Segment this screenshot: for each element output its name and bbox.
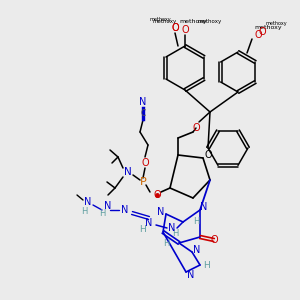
Text: O: O bbox=[171, 23, 179, 33]
Text: H: H bbox=[81, 208, 87, 217]
Text: N: N bbox=[200, 202, 208, 212]
Text: N: N bbox=[121, 205, 129, 215]
Text: O: O bbox=[204, 150, 212, 160]
Text: N: N bbox=[157, 207, 165, 217]
Text: O: O bbox=[171, 23, 179, 33]
Text: H: H bbox=[172, 230, 178, 238]
Text: O: O bbox=[153, 190, 161, 200]
Text: H: H bbox=[99, 208, 105, 217]
Text: methoxy: methoxy bbox=[179, 20, 207, 25]
Text: methoxy: methoxy bbox=[265, 22, 287, 26]
Text: N: N bbox=[139, 97, 147, 107]
Text: methoxy: methoxy bbox=[153, 19, 177, 23]
Text: O: O bbox=[181, 25, 189, 35]
Text: N: N bbox=[145, 218, 153, 228]
Text: H: H bbox=[163, 238, 169, 247]
Text: N: N bbox=[168, 223, 176, 233]
Text: N: N bbox=[124, 167, 132, 177]
Text: N: N bbox=[193, 245, 201, 255]
Text: N: N bbox=[104, 201, 112, 211]
Text: H: H bbox=[193, 218, 199, 226]
Text: methoxy: methoxy bbox=[254, 25, 282, 29]
Text: P: P bbox=[140, 177, 146, 187]
Text: methoxy: methoxy bbox=[197, 19, 221, 24]
Text: N: N bbox=[187, 270, 195, 280]
Text: N: N bbox=[84, 197, 92, 207]
Text: H: H bbox=[204, 262, 210, 271]
Text: methoxy: methoxy bbox=[149, 17, 171, 22]
Text: O: O bbox=[210, 235, 218, 245]
Text: O: O bbox=[141, 158, 149, 168]
Text: O: O bbox=[254, 30, 262, 40]
Text: O: O bbox=[192, 123, 200, 133]
Text: O: O bbox=[258, 27, 266, 37]
Text: C: C bbox=[140, 109, 146, 118]
Text: H: H bbox=[139, 226, 145, 235]
